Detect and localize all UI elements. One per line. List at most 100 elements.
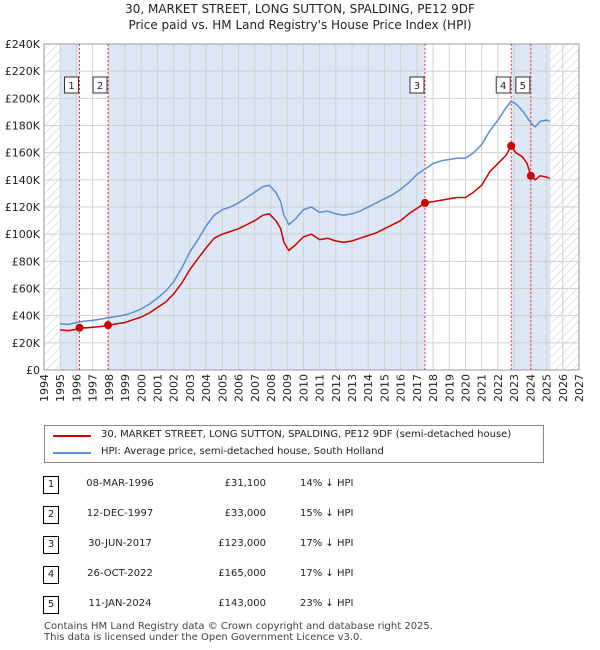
x-tick-label: 2024	[524, 374, 537, 402]
sale-number-label: 2	[97, 81, 103, 92]
y-tick-label: £200K	[5, 92, 41, 105]
x-tick-label: 1995	[54, 374, 67, 402]
x-tick-label: 2020	[460, 374, 473, 402]
chart-title: 30, MARKET STREET, LONG SUTTON, SPALDING…	[125, 2, 475, 16]
transaction-hpi-diff: 23% ↓ HPI	[300, 598, 354, 609]
x-tick-label: 2000	[135, 374, 148, 402]
x-tick-label: 2010	[297, 374, 310, 402]
sale-number-label: 5	[520, 81, 526, 92]
y-tick-label: £180K	[5, 120, 41, 133]
sale-number-box	[409, 76, 425, 94]
transaction-date: 30-JUN-2017	[88, 538, 152, 549]
sale-number-label: 4	[500, 81, 506, 92]
y-tick-label: £0	[26, 364, 40, 377]
transaction-hpi-diff: 17% ↓ HPI	[300, 568, 354, 579]
y-tick-label: £140K	[5, 174, 41, 187]
footer-notice: Contains HM Land Registry data © Crown c…	[44, 621, 433, 643]
x-tick-label: 2022	[492, 374, 505, 402]
x-tick-label: 1997	[87, 374, 100, 402]
table-row: 5 11-JAN-2024 £143,000 23% ↓ HPI	[0, 596, 600, 616]
chart-subtitle: Price paid vs. HM Land Registry's House …	[128, 18, 472, 32]
x-tick-label: 2014	[362, 374, 375, 402]
legend-swatch-hpi	[53, 452, 91, 454]
transaction-number: 5	[43, 596, 59, 614]
x-tick-label: 1999	[119, 374, 132, 402]
y-tick-label: £60K	[12, 283, 41, 296]
transaction-hpi-diff: 14% ↓ HPI	[300, 478, 354, 489]
x-tick-label: 2009	[281, 374, 294, 402]
x-tick-label: 2001	[151, 374, 164, 402]
y-tick-label: £100K	[5, 228, 41, 241]
transaction-hpi-diff: 17% ↓ HPI	[300, 538, 354, 549]
sale-point	[507, 141, 516, 150]
sale-point	[104, 321, 113, 330]
y-tick-label: £220K	[5, 65, 41, 78]
footer-copyright: Contains HM Land Registry data © Crown c…	[44, 621, 433, 632]
x-tick-label: 2025	[541, 374, 554, 402]
legend-label-hpi: HPI: Average price, semi-detached house,…	[101, 446, 384, 457]
y-tick-label: £80K	[12, 255, 41, 268]
transaction-number: 4	[43, 566, 59, 584]
legend-label-price: 30, MARKET STREET, LONG SUTTON, SPALDING…	[101, 429, 512, 440]
legend-swatch-price	[53, 435, 91, 437]
transaction-date: 11-JAN-2024	[88, 598, 152, 609]
transaction-price: £33,000	[224, 508, 266, 519]
legend: 30, MARKET STREET, LONG SUTTON, SPALDING…	[44, 425, 544, 463]
x-tick-label: 1994	[38, 374, 51, 402]
price-chart: £0 £20K £40K £60K £80K £100K £120K £140K £160K £1…	[5, 38, 586, 402]
sale-number-label: 1	[68, 81, 74, 92]
x-tick-label: 2019	[443, 374, 456, 402]
transaction-hpi-diff: 15% ↓ HPI	[300, 508, 354, 519]
x-tick-label: 2026	[557, 374, 570, 402]
y-tick-label: £20K	[12, 337, 41, 350]
transaction-date: 12-DEC-1997	[86, 508, 154, 519]
sale-number-box	[515, 76, 531, 94]
hpi-line	[60, 100, 551, 326]
x-tick-label: 2023	[508, 374, 521, 402]
x-tick-label: 2004	[200, 374, 213, 402]
sale-point	[420, 198, 429, 207]
table-row: 1 08-MAR-1996 £31,100 14% ↓ HPI	[0, 476, 600, 496]
plot-border	[43, 43, 580, 371]
x-tick-label: 2021	[476, 374, 489, 402]
x-tick-label: 1998	[103, 374, 116, 402]
table-row: 3 30-JUN-2017 £123,000 17% ↓ HPI	[0, 536, 600, 556]
transaction-number: 2	[43, 506, 59, 524]
sale-number-box	[495, 76, 511, 94]
x-tick-label: 2007	[249, 374, 262, 402]
y-tick-label: £160K	[5, 147, 41, 160]
sale-point	[526, 171, 535, 180]
sale-number-box	[64, 76, 80, 94]
x-tick-label: 2015	[378, 374, 391, 402]
transaction-price: £165,000	[218, 568, 266, 579]
x-tick-label: 2027	[573, 374, 586, 402]
sale-number-label: 3	[414, 81, 420, 92]
sale-point	[75, 323, 84, 332]
x-tick-label: 2013	[346, 374, 359, 402]
x-tick-label: 2003	[184, 374, 197, 402]
x-tick-label: 2017	[411, 374, 424, 402]
transaction-price: £31,100	[224, 478, 266, 489]
x-tick-label: 2002	[168, 374, 181, 402]
table-row: 4 26-OCT-2022 £165,000 17% ↓ HPI	[0, 566, 600, 586]
sale-number-box	[92, 76, 108, 94]
y-tick-label: £240K	[5, 38, 41, 51]
transaction-date: 26-OCT-2022	[87, 568, 153, 579]
y-tick-label: £120K	[5, 201, 41, 214]
x-tick-label: 2011	[314, 374, 327, 402]
x-tick-label: 2012	[330, 374, 343, 402]
footer-licence: This data is licensed under the Open Gov…	[44, 632, 363, 643]
price-paid-line	[60, 145, 551, 332]
x-tick-label: 2005	[216, 374, 229, 402]
transaction-price: £143,000	[218, 598, 266, 609]
x-tick-label: 2016	[395, 374, 408, 402]
table-row: 2 12-DEC-1997 £33,000 15% ↓ HPI	[0, 506, 600, 526]
y-tick-label: £40K	[12, 310, 41, 323]
x-tick-label: 2008	[265, 374, 278, 402]
x-tick-label: 1996	[70, 374, 83, 402]
x-tick-label: 2006	[233, 374, 246, 402]
transaction-number: 3	[43, 536, 59, 554]
x-tick-label: 2018	[427, 374, 440, 402]
transaction-number: 1	[43, 476, 59, 494]
transaction-date: 08-MAR-1996	[86, 478, 154, 489]
